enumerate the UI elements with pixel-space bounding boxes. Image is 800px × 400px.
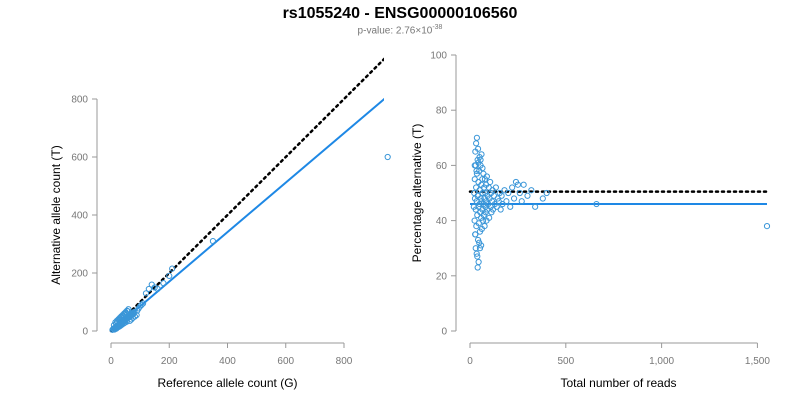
x-axis-title: Total number of reads <box>560 376 676 390</box>
y-tick-label: 800 <box>71 95 88 106</box>
data-point <box>476 245 484 252</box>
data-point <box>514 181 522 188</box>
data-point <box>479 165 486 172</box>
data-point <box>133 311 140 319</box>
data-point <box>507 203 514 210</box>
chart-subtitle: p-value: 2.76×10-38 <box>0 24 800 36</box>
data-point <box>486 214 493 221</box>
data-point <box>505 189 512 197</box>
x-tick-label: 500 <box>557 356 574 367</box>
data-point <box>524 192 531 199</box>
data-point <box>475 258 482 266</box>
y-tick-label: 40 <box>436 216 448 227</box>
reference-line <box>109 57 384 333</box>
subtitle-exponent: -38 <box>432 24 443 31</box>
data-point <box>497 206 504 213</box>
data-point <box>471 176 478 183</box>
data-point <box>138 301 145 308</box>
subtitle-prefix: p-value: 2.76×10 <box>357 25 433 37</box>
y-axis-title: Alternative allele count (T) <box>49 145 63 284</box>
x-tick-label: 0 <box>467 356 473 367</box>
data-point <box>384 153 391 161</box>
data-point <box>131 313 138 320</box>
x-tick-label: 1,500 <box>745 356 770 367</box>
data-point <box>471 217 478 224</box>
data-point <box>480 170 487 177</box>
data-point <box>474 145 482 152</box>
x-tick-label: 800 <box>336 356 353 367</box>
y-tick-label: 80 <box>436 106 448 117</box>
left-scatter-panel: 0 200 400 600 800 0 200 400 600 800 Reference alle… <box>49 57 391 390</box>
y-tick-label: 0 <box>82 327 88 338</box>
data-point <box>487 178 494 186</box>
data-point <box>476 154 483 161</box>
data-point <box>520 181 527 188</box>
data-point <box>473 167 480 175</box>
data-point <box>473 140 480 147</box>
data-point <box>510 195 518 202</box>
y-tick-label: 400 <box>71 211 88 222</box>
y-tick-label: 20 <box>436 271 448 282</box>
data-point <box>478 242 485 249</box>
data-point <box>145 285 152 293</box>
data-point <box>154 285 161 293</box>
y-tick-label: 100 <box>430 51 447 62</box>
data-point <box>509 184 516 191</box>
x-axis-title: Reference allele count (G) <box>157 376 297 390</box>
data-point <box>160 280 167 287</box>
data-point <box>123 309 130 317</box>
data-point <box>474 253 481 260</box>
data-point <box>123 318 130 325</box>
y-tick-label: 200 <box>71 269 88 280</box>
data-point <box>492 184 499 191</box>
y-tick-label: 600 <box>71 153 88 164</box>
x-tick-label: 0 <box>108 356 114 367</box>
data-point <box>516 189 523 197</box>
data-point <box>139 300 147 307</box>
chart-title: rs1055240 - ENSG00000106560 <box>282 5 518 22</box>
data-point <box>472 231 479 238</box>
data-point <box>475 159 482 166</box>
y-axis-title: Percentage alternative (T) <box>410 124 424 263</box>
fit-line <box>110 97 384 332</box>
data-point <box>477 195 484 202</box>
data-point <box>479 189 486 197</box>
data-point <box>479 176 486 183</box>
data-point <box>528 187 535 194</box>
x-tick-label: 1,000 <box>649 356 674 367</box>
data-point <box>475 220 482 227</box>
right-scatter-panel: 0 500 1,000 1,500 0 20 40 60 80 100 Total number o… <box>410 51 770 391</box>
data-point <box>481 223 488 230</box>
data-point <box>142 290 150 297</box>
data-point <box>483 173 490 180</box>
data-point <box>498 192 505 199</box>
data-point <box>539 195 546 202</box>
data-point <box>472 245 479 252</box>
x-tick-label: 400 <box>219 356 236 367</box>
data-point <box>471 189 478 197</box>
data-point <box>151 284 158 291</box>
data-point <box>532 203 539 210</box>
data-point <box>518 198 525 205</box>
data-point <box>474 236 482 244</box>
data-point <box>124 308 131 315</box>
data-point <box>543 189 550 197</box>
data-point <box>593 200 600 208</box>
data-point <box>503 198 510 205</box>
x-tick-label: 200 <box>161 356 178 367</box>
data-point <box>474 264 481 271</box>
data-point <box>473 184 480 191</box>
data-point <box>118 314 125 321</box>
data-point <box>166 272 173 279</box>
data-point <box>763 223 771 230</box>
data-point <box>473 134 480 141</box>
x-tick-label: 600 <box>277 356 294 367</box>
data-point <box>209 238 217 245</box>
y-tick-label: 0 <box>441 327 447 338</box>
y-tick-label: 60 <box>436 161 448 172</box>
data-point <box>169 265 176 272</box>
